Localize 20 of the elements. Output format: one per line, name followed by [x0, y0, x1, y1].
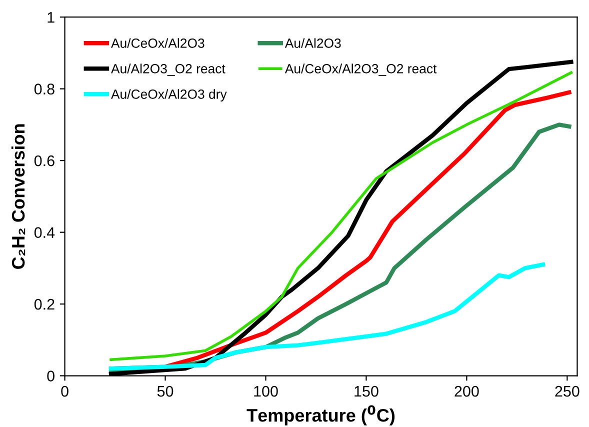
legend-label: Au/CeOx/Al2O3 dry: [110, 89, 227, 102]
x-tick-label: 100: [254, 386, 278, 397]
y-tick-label: 0: [47, 370, 54, 382]
legend-label: Au/CeOx/Al2O3: [110, 38, 204, 48]
legend-label: Au/Al2O3: [284, 38, 341, 48]
y-tick-label: 0.4: [34, 227, 55, 238]
line-series: [108, 262, 546, 371]
x-tick-label: 250: [555, 386, 580, 397]
y-tick-label: 0.2: [34, 298, 54, 310]
legend-label: Au/Al2O3_O2 react: [110, 64, 226, 76]
legend-label: Au/CeOx/Al2O3_O2 react: [284, 64, 437, 76]
x-tick-label: 0: [61, 386, 68, 397]
y-tick-label: 0.6: [34, 155, 54, 166]
x-tick-label: 200: [454, 386, 479, 397]
y-tick-label: 0.8: [34, 84, 54, 94]
x-axis-title: Temperature ($^{0}$C): [246, 405, 395, 426]
y-tick-label: 1: [48, 12, 54, 23]
x-tick-label: 150: [354, 386, 378, 397]
y-axis-title: C₂H₂ Conversion: [11, 124, 26, 269]
x-tick-label: 50: [157, 386, 174, 397]
